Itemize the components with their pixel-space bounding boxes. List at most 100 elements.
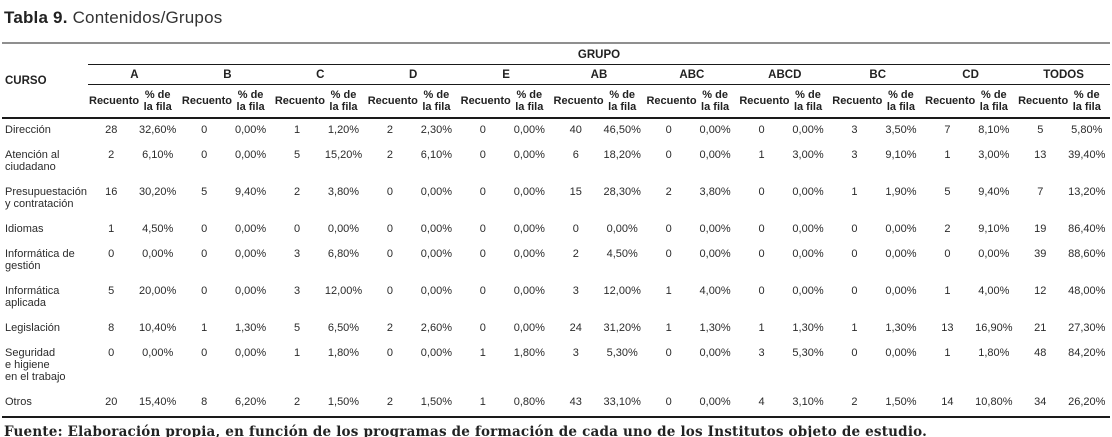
table-cell: 0	[201, 347, 208, 359]
table-cell: 8	[201, 396, 208, 408]
course-label: Informática aplicada	[5, 285, 60, 309]
table-cell: 0,00%	[699, 124, 731, 136]
table-cell: 13,20%	[1068, 186, 1106, 198]
course-label: Atención al ciudadano	[5, 149, 60, 173]
table-cell: 3	[293, 285, 301, 297]
table-cell: 43	[569, 396, 582, 408]
table-cell: 0	[386, 285, 393, 297]
table-cell: 0,00%	[885, 248, 917, 260]
table-cell: 0	[851, 248, 858, 260]
table-cell: 8,10%	[978, 124, 1010, 136]
table-cell: 0,00%	[142, 347, 174, 359]
table-cell: 3	[851, 124, 858, 136]
table-cell: 16,90%	[975, 322, 1013, 334]
table-cell: 2	[386, 149, 393, 161]
subheader-pct: % de la fila	[320, 84, 367, 119]
table-cell: 15	[569, 186, 582, 198]
table-cell: 39	[1034, 248, 1047, 260]
table-cell: 0,00%	[420, 347, 452, 359]
subheader-pct: % de la fila	[877, 84, 925, 119]
table-cell: 15,40%	[139, 396, 177, 408]
table-cell: 0	[851, 285, 858, 297]
table-cell: 15,20%	[324, 149, 363, 161]
course-label: Legislación	[5, 322, 61, 334]
table-cell: 1,50%	[420, 396, 452, 408]
table-cell: 0	[851, 347, 858, 359]
table-cell: 6,80%	[327, 248, 360, 260]
table-cell: 0,00%	[142, 248, 174, 260]
table-cell: 12,00%	[324, 285, 363, 297]
group-header-cd: CD	[924, 64, 1018, 85]
table-cell: 3,50%	[885, 124, 917, 136]
group-header-abc: ABC	[645, 64, 739, 85]
table-cell: 0	[386, 223, 393, 235]
table-cell: 1,80%	[513, 347, 545, 359]
group-header-bc: BC	[831, 64, 925, 85]
table-cell: 2,30%	[420, 124, 452, 136]
table-row: Informática de gestión 0 0,00% 0 0,00% 3 6,80%…	[2, 243, 1110, 280]
group-header-a: A	[88, 64, 181, 85]
table-cell: 0	[386, 186, 393, 198]
table-cell: 0,80%	[513, 396, 545, 408]
table-cell: 1	[944, 347, 951, 359]
table-cell: 0	[201, 285, 208, 297]
table-cell: 33,10%	[603, 396, 641, 408]
table-cell: 14	[941, 396, 954, 408]
table-cell: 6,10%	[142, 149, 174, 161]
table-cell: 1	[479, 347, 486, 359]
table-cell: 0,00%	[234, 285, 267, 297]
table-cell: 0,00%	[420, 285, 452, 297]
table-cell: 5	[1037, 124, 1044, 136]
table-cell: 0	[665, 223, 672, 235]
table-cell: 1,30%	[234, 322, 267, 334]
table-cell: 0	[758, 223, 765, 235]
table-cell: 1	[665, 285, 672, 297]
table-cell: 5	[108, 285, 115, 297]
group-header-ab: AB	[552, 64, 646, 85]
subheader-recuento: Recuento	[645, 84, 697, 119]
table-cell: 2	[386, 396, 393, 408]
table-cell: 9,10%	[885, 149, 917, 161]
table-cell: 1,90%	[885, 186, 917, 198]
table-cell: 0	[201, 248, 208, 260]
course-label: Presupuestación y contratación	[5, 186, 87, 210]
table-cell: 1	[108, 223, 115, 235]
table-cell: 1	[944, 285, 951, 297]
table-cell: 0,00%	[792, 186, 824, 198]
table-cell: 1,30%	[885, 322, 917, 334]
group-header-b: B	[180, 64, 274, 85]
contents-groups-table: CURSO GRUPO A B C D E AB ABC ABCD BC CD TODOS Recu…	[2, 42, 1110, 418]
table-title-text: Contenidos/Grupos	[67, 8, 223, 27]
table-cell: 0	[665, 396, 672, 408]
table-cell: 1	[201, 322, 208, 334]
table-cell: 0	[851, 223, 858, 235]
table-row: Presupuestación y contratación 16 30,20% 5 9…	[2, 181, 1110, 218]
table-cell: 9,40%	[234, 186, 267, 198]
subheader-recuento: Recuento	[1017, 84, 1068, 119]
table-row: Legislación 8 10,40% 1 1,30% 5 6,50% 2 2,60% 0 0,0…	[2, 317, 1110, 342]
table-cell: 2	[851, 396, 858, 408]
table-cell: 0,00%	[606, 223, 638, 235]
group-header-e: E	[459, 64, 553, 85]
table-cell: 3,80%	[699, 186, 731, 198]
table-cell: 4,00%	[699, 285, 731, 297]
subheader-pct: % de la fila	[970, 84, 1018, 119]
table-cell: 31,20%	[603, 322, 641, 334]
table-cell: 13	[941, 322, 954, 334]
table-cell: 30,20%	[139, 186, 177, 198]
table-cell: 3,00%	[792, 149, 824, 161]
table-cell: 24	[569, 322, 582, 334]
table-cell: 0,00%	[792, 223, 824, 235]
table-cell: 18,20%	[603, 149, 641, 161]
table-cell: 1,20%	[327, 124, 360, 136]
table-cell: 0	[944, 248, 951, 260]
table-cell: 3	[572, 347, 579, 359]
table-cell: 0,00%	[699, 223, 731, 235]
table-cell: 9,40%	[978, 186, 1010, 198]
table-cell: 1,30%	[699, 322, 731, 334]
table-cell: 0,00%	[513, 149, 545, 161]
table-cell: 4,50%	[142, 223, 174, 235]
table-cell: 32,60%	[139, 124, 177, 136]
table-cell: 5,30%	[792, 347, 824, 359]
table-cell: 1	[944, 149, 951, 161]
